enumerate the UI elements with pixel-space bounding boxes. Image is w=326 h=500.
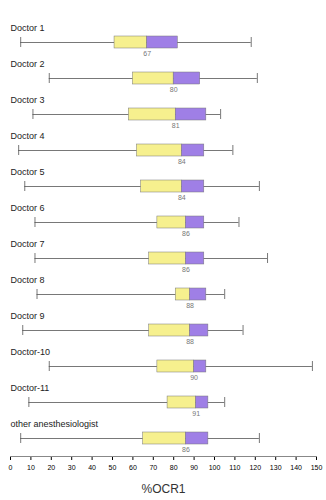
svg-text:86: 86 (182, 266, 190, 273)
svg-text:Doctor 3: Doctor 3 (11, 95, 45, 105)
svg-text:40: 40 (88, 464, 96, 471)
svg-text:86: 86 (182, 446, 190, 453)
svg-text:120: 120 (249, 464, 261, 471)
svg-text:Doctor 4: Doctor 4 (11, 131, 45, 141)
svg-text:Doctor 2: Doctor 2 (11, 59, 45, 69)
svg-text:84: 84 (178, 194, 186, 201)
svg-text:70: 70 (149, 464, 157, 471)
svg-text:130: 130 (270, 464, 282, 471)
svg-text:%OCR1: %OCR1 (141, 482, 185, 496)
svg-text:110: 110 (229, 464, 240, 471)
svg-text:60: 60 (129, 464, 137, 471)
svg-text:88: 88 (186, 338, 194, 345)
svg-text:Doctor 9: Doctor 9 (11, 311, 45, 321)
svg-text:86: 86 (182, 230, 190, 237)
svg-text:Doctor-11: Doctor-11 (11, 383, 50, 393)
svg-text:67: 67 (143, 50, 151, 57)
svg-text:140: 140 (290, 464, 302, 471)
svg-text:90: 90 (190, 464, 198, 471)
svg-text:0: 0 (9, 464, 13, 471)
svg-text:30: 30 (68, 464, 76, 471)
svg-text:Doctor 6: Doctor 6 (11, 203, 45, 213)
svg-text:80: 80 (170, 464, 178, 471)
svg-text:Doctor 1: Doctor 1 (11, 23, 45, 33)
svg-text:20: 20 (47, 464, 55, 471)
svg-text:88: 88 (186, 302, 194, 309)
svg-text:Doctor 7: Doctor 7 (11, 239, 45, 249)
svg-text:80: 80 (170, 86, 178, 93)
svg-text:150: 150 (311, 464, 323, 471)
svg-text:84: 84 (178, 158, 186, 165)
svg-text:100: 100 (209, 464, 221, 471)
svg-text:other anesthesiologist: other anesthesiologist (11, 419, 99, 429)
svg-text:10: 10 (27, 464, 35, 471)
svg-text:Doctor 8: Doctor 8 (11, 275, 45, 285)
svg-text:90: 90 (190, 374, 198, 381)
svg-text:50: 50 (109, 464, 117, 471)
svg-text:Doctor-10: Doctor-10 (11, 347, 51, 357)
svg-text:Doctor 5: Doctor 5 (11, 167, 45, 177)
svg-text:91: 91 (192, 410, 200, 417)
svg-text:81: 81 (172, 122, 180, 129)
